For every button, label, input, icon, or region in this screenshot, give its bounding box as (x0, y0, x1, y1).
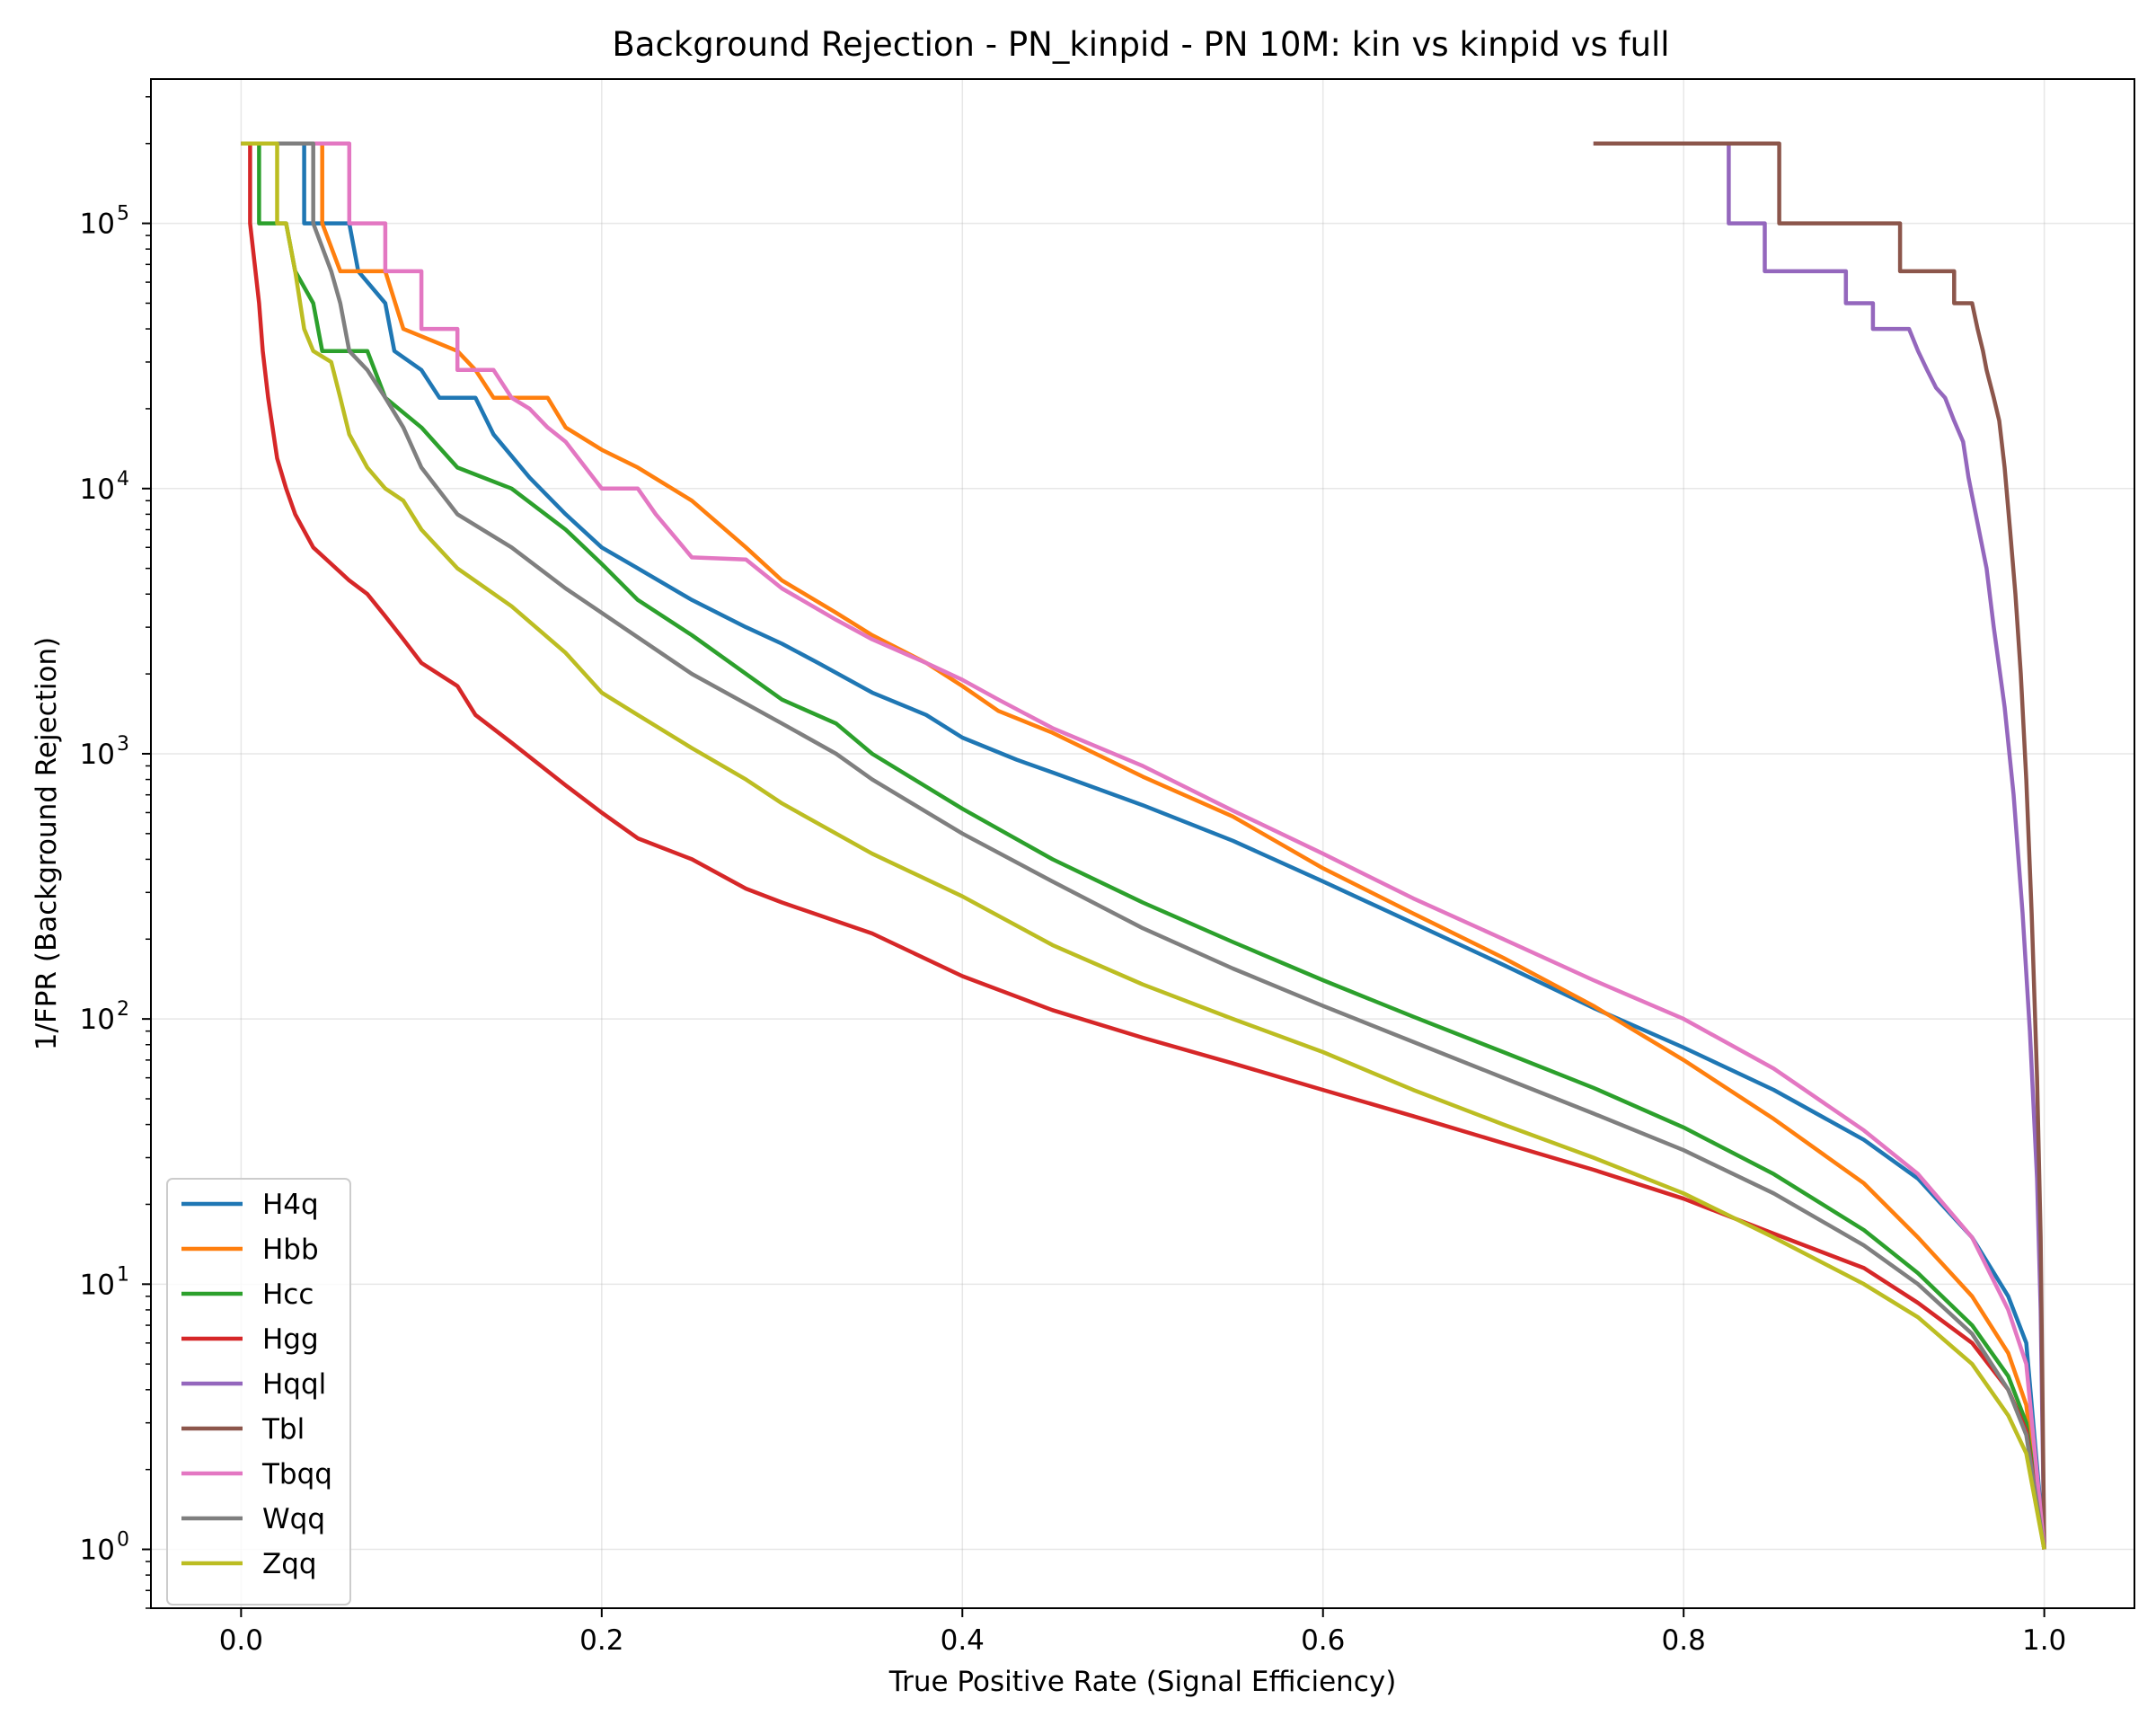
legend-label: Tbqq (261, 1458, 332, 1491)
y-tick-label: 10 5 (80, 203, 129, 241)
x-tick-label: 0.0 (219, 1624, 263, 1657)
y-tick-exponent: 3 (117, 733, 129, 756)
axes-frame (150, 78, 2135, 1609)
y-axis-label: 1/FPR (Background Rejection) (31, 637, 63, 1050)
legend-item: Hcc (181, 1278, 314, 1311)
legend-label: Tbl (261, 1413, 305, 1446)
x-tick-label: 0.8 (1662, 1624, 1706, 1657)
x-tick-label: 0.2 (579, 1624, 623, 1657)
y-tick-base: 10 (80, 1269, 115, 1301)
y-tick-exponent: 1 (117, 1263, 129, 1286)
x-tick-label: 1.0 (2022, 1624, 2066, 1657)
legend-label: H4q (262, 1189, 319, 1221)
legend-item: Wqq (181, 1503, 325, 1535)
x-tick-label: 0.6 (1301, 1624, 1345, 1657)
y-tick-exponent: 2 (117, 998, 129, 1021)
grid (151, 79, 2134, 1608)
x-axis: 0.0 0.2 0.4 0.6 0.8 1.0 (219, 1608, 2066, 1657)
legend-label: Hbb (262, 1234, 319, 1266)
y-tick-label: 10 0 (80, 1529, 129, 1567)
legend-item: H4q (181, 1189, 319, 1221)
series-line-wqq (241, 141, 2046, 1550)
y-tick-exponent: 5 (117, 203, 129, 226)
legend-item: Hqql (181, 1368, 326, 1401)
y-tick-base: 10 (80, 1004, 115, 1036)
series-line-zqq (241, 141, 2046, 1550)
x-tick-label: 0.4 (941, 1624, 985, 1657)
series-line-tbl (1593, 141, 2046, 1550)
chart-title: Background Rejection - PN_kinpid - PN 10… (612, 25, 1669, 64)
y-tick-exponent: 0 (117, 1529, 129, 1552)
y-tick-base: 10 (80, 1535, 115, 1567)
legend: H4q Hbb Hcc Hgg Hqql Tbl Tbqq Wqq Zqq (166, 1178, 351, 1606)
y-tick-label: 10 3 (80, 733, 129, 771)
series-line-h4q (241, 141, 2046, 1550)
legend-item: Hgg (181, 1323, 319, 1356)
legend-item: Tbqq (181, 1458, 332, 1491)
series-line-tbqq (241, 141, 2046, 1550)
series-line-hqql (1593, 141, 2046, 1550)
y-tick-base: 10 (80, 208, 115, 241)
y-tick-label: 10 2 (80, 998, 129, 1036)
legend-label: Hcc (262, 1278, 314, 1311)
legend-label: Zqq (262, 1548, 317, 1580)
y-tick-exponent: 4 (117, 468, 129, 491)
legend-label: Wqq (262, 1503, 325, 1535)
series-line-hcc (241, 141, 2046, 1550)
legend-box (166, 1178, 351, 1606)
legend-label: Hgg (262, 1323, 319, 1356)
y-tick-label: 10 1 (80, 1263, 129, 1301)
series-line-hgg (241, 141, 2046, 1550)
y-tick-label: 10 4 (80, 468, 129, 506)
legend-item: Tbl (181, 1413, 305, 1446)
y-tick-base: 10 (80, 739, 115, 771)
legend-label: Hqql (262, 1368, 326, 1401)
legend-item: Zqq (181, 1548, 317, 1580)
legend-item: Hbb (181, 1234, 319, 1266)
x-axis-label: True Positive Rate (Signal Efficiency) (888, 1666, 1397, 1698)
plot-area (241, 141, 2046, 1550)
y-tick-base: 10 (80, 473, 115, 506)
